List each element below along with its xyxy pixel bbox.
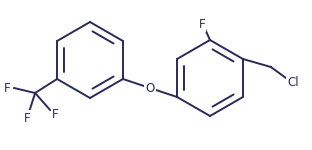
Text: O: O: [145, 81, 155, 94]
Text: Cl: Cl: [287, 76, 299, 90]
Text: F: F: [4, 81, 10, 94]
Text: F: F: [52, 108, 58, 122]
Text: F: F: [24, 111, 30, 124]
Text: F: F: [199, 18, 205, 30]
